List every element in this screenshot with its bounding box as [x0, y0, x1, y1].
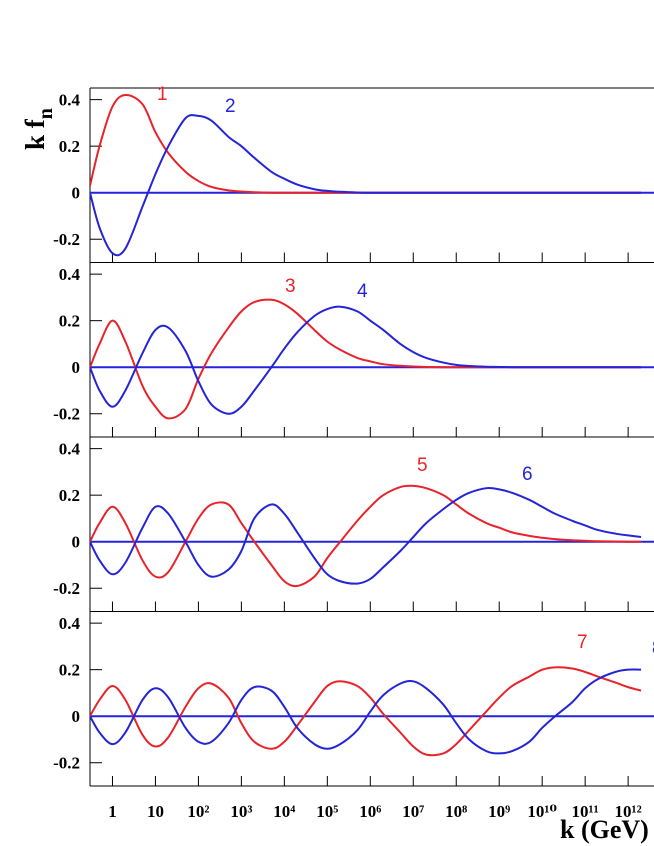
- series-line: [90, 666, 642, 757]
- y-tick-label: 0.4: [59, 614, 81, 633]
- y-tick-label: 0: [72, 184, 81, 203]
- series-label: 6: [522, 464, 533, 485]
- x-tick-label: 10¹⁰: [527, 802, 557, 821]
- y-tick-label: -0.2: [53, 579, 80, 598]
- y-axis-label-main: k f: [20, 118, 50, 150]
- series-label: 8: [652, 638, 654, 659]
- x-tick-label: 10⁶: [359, 802, 381, 821]
- y-tick-label: 0.4: [59, 440, 81, 459]
- x-tick-label: 1: [108, 802, 117, 821]
- y-tick-label: 0: [72, 358, 81, 377]
- series-line: [90, 487, 642, 585]
- x-tick-label: 10⁴: [273, 802, 295, 821]
- y-tick-label: 0: [72, 707, 81, 726]
- x-tick-label: 10¹¹: [572, 802, 599, 821]
- y-tick-label: 0.2: [59, 661, 80, 680]
- y-tick-label: 0.4: [59, 91, 81, 110]
- series-line: [90, 305, 642, 415]
- y-axis-label-sub: n: [35, 108, 57, 119]
- y-tick-label: 0.4: [59, 265, 81, 284]
- series-line: [90, 114, 642, 257]
- series-line: [90, 93, 642, 194]
- x-axis-label: k (GeV): [560, 815, 649, 844]
- series-label: 3: [285, 276, 296, 297]
- series-line: [90, 668, 642, 755]
- x-tick-label: 10⁵: [316, 802, 338, 821]
- x-tick-label: 10⁹: [488, 802, 510, 821]
- y-axis-label: k fn: [20, 108, 57, 150]
- y-tick-label: -0.2: [53, 754, 80, 773]
- y-tick-label: 0.2: [59, 137, 80, 156]
- series-label: 7: [577, 632, 588, 653]
- y-tick-label: 0: [72, 533, 81, 552]
- y-tick-label: -0.2: [53, 230, 80, 249]
- y-tick-label: -0.2: [53, 405, 80, 424]
- x-tick-label: 10²: [187, 802, 209, 821]
- x-tick-label: 10⁸: [445, 802, 467, 821]
- x-tick-label: 10: [147, 802, 164, 821]
- x-tick-label: 10⁷: [402, 802, 424, 821]
- series-label: 2: [225, 96, 236, 117]
- y-tick-label: 0.2: [59, 312, 80, 331]
- x-tick-label: 10³: [230, 802, 252, 821]
- series-label: 1: [157, 84, 168, 105]
- y-tick-label: 0.2: [59, 486, 80, 505]
- series-label: 4: [357, 281, 368, 302]
- series-label: 5: [417, 455, 428, 476]
- x-tick-label: 10¹²: [615, 802, 642, 821]
- series-line: [90, 484, 642, 588]
